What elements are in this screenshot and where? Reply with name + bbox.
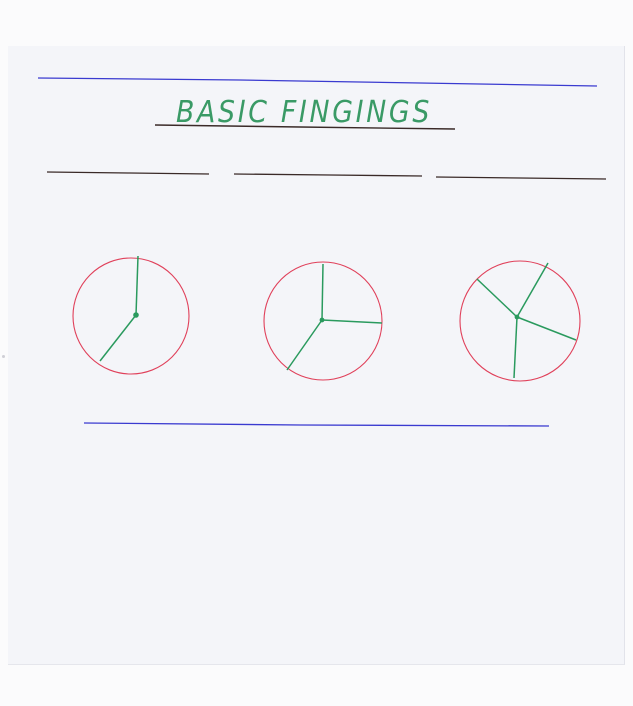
circle-outline-2 [263,261,383,381]
paper-sheet [8,46,625,665]
center-dot [319,317,325,323]
blank-rule-3 [435,176,607,180]
circle-outline-1 [72,257,190,375]
radius-line [321,263,324,321]
radius-line [516,262,549,318]
page-title: BASIC FINGINGS [176,95,432,130]
bottom-blue-line [83,422,550,427]
radius-line [99,314,137,362]
radius-line [286,319,323,371]
circle-outline-3 [459,260,581,382]
center-dot [133,312,139,318]
blank-rule-1 [46,171,210,175]
circle-diagram-1 [72,255,190,375]
radius-line [476,278,518,318]
radius-line [321,319,383,324]
center-dot [514,314,520,320]
blank-rule-2 [233,173,423,177]
top-blue-line [37,77,598,87]
radius-line [516,316,577,341]
radius-line [135,255,139,316]
circle-diagram-3 [459,260,581,382]
circle-diagram-2 [263,261,383,381]
radius-line [513,316,518,379]
scan-speck [2,355,5,358]
title-underline [154,124,456,130]
